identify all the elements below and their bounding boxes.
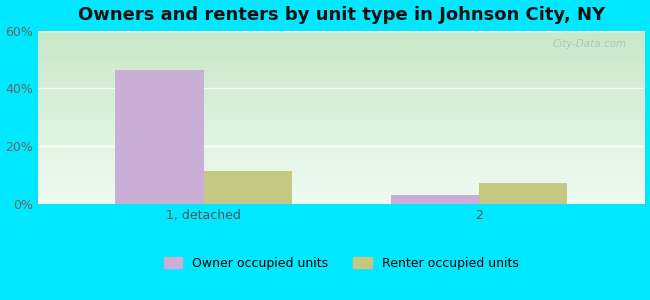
Title: Owners and renters by unit type in Johnson City, NY: Owners and renters by unit type in Johns…: [78, 6, 605, 24]
Legend: Owner occupied units, Renter occupied units: Owner occupied units, Renter occupied un…: [164, 257, 519, 270]
Bar: [116, 70, 203, 204]
Bar: [203, 170, 292, 204]
Bar: [479, 184, 567, 204]
Text: City-Data.com: City-Data.com: [552, 39, 626, 49]
Bar: [391, 195, 479, 204]
